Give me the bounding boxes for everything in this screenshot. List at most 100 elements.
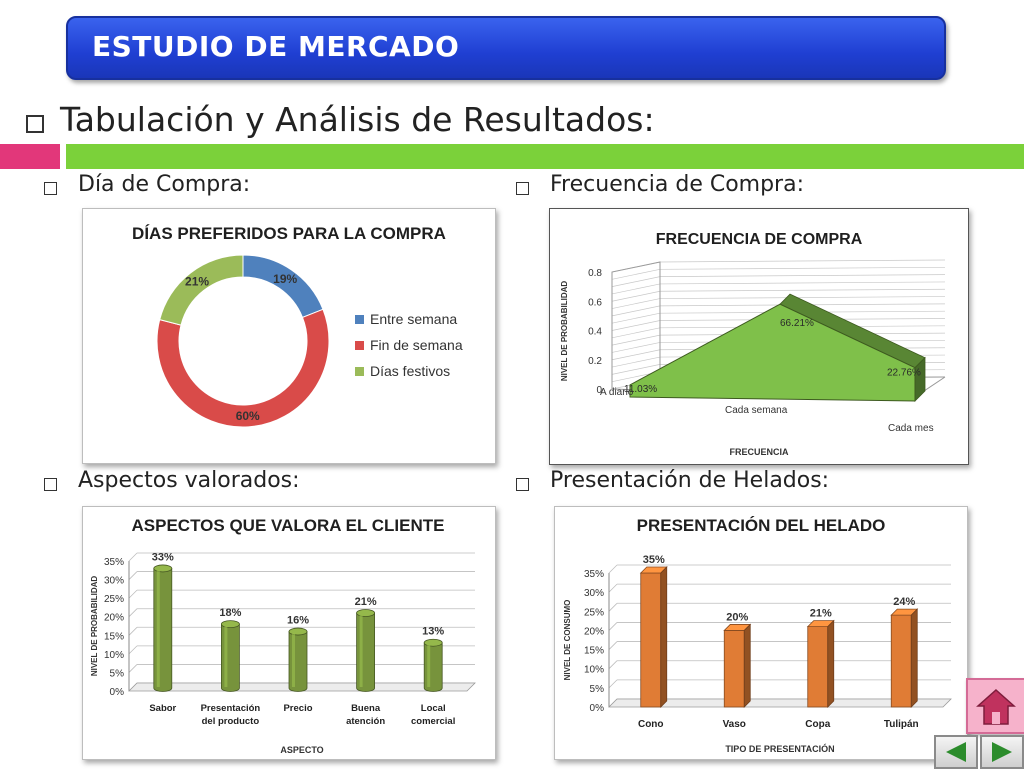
tick-label: 0 [596, 385, 602, 396]
data-label: 11.03% [624, 384, 657, 395]
category-label: Buena [351, 703, 381, 714]
tick-label: 0.8 [588, 268, 602, 279]
tick-label: 0% [590, 703, 605, 714]
grid-line [659, 281, 946, 285]
bar-cylinder-top [153, 564, 173, 573]
bar-highlight [156, 570, 160, 687]
grid-line [128, 664, 138, 673]
bar-highlight [427, 644, 431, 687]
grid-line [611, 334, 661, 346]
grid-line [128, 552, 138, 562]
tick-label: 25% [104, 594, 124, 605]
x-axis-label: FRECUENCIA [729, 447, 789, 457]
section-heading-presentacion: Presentación de Helados: [550, 468, 830, 493]
grid-line [611, 312, 661, 324]
category-label: Tulipán [884, 719, 919, 730]
grid-line [611, 283, 661, 295]
chart-title: DÍAS PREFERIDOS PARA LA COMPRA [132, 224, 446, 243]
bar [807, 626, 829, 708]
category-label: Cono [638, 719, 664, 730]
data-label: 22.76% [887, 368, 921, 379]
bullet-icon [516, 182, 529, 195]
bar-cylinder-top [220, 620, 240, 629]
grid-line [611, 276, 661, 287]
grid-line [611, 268, 661, 280]
triangle-left-icon [946, 742, 966, 762]
category-label: Cada semana [725, 405, 788, 416]
grid-line [659, 288, 946, 292]
grid-line [608, 660, 618, 669]
bar-highlight [224, 626, 228, 687]
chart-dias-preferidos: DÍAS PREFERIDOS PARA LA COMPRA 19% 60% 21% E… [82, 208, 496, 464]
doughnut-chart: DÍAS PREFERIDOS PARA LA COMPRA 19% 60% 21% E… [132, 224, 463, 428]
tick-label: 20% [104, 613, 124, 624]
data-label: 13% [422, 626, 444, 638]
accent-bar-green [66, 144, 1024, 169]
doughnut-slice [156, 308, 330, 428]
bar [640, 572, 662, 708]
bar-chart-aspectos: ASPECTOS QUE VALORA EL CLIENTE 0% 5% 10% 15%… [90, 516, 476, 755]
tick-label: 0.6 [588, 297, 602, 308]
data-label: 21% [185, 275, 209, 289]
data-label: 19% [273, 272, 297, 286]
category-label: comercial [411, 716, 455, 727]
bullet-icon [44, 478, 57, 491]
previous-slide-button[interactable] [934, 735, 978, 769]
grid-line [608, 679, 618, 689]
home-button[interactable] [966, 678, 1024, 734]
grid-line [611, 305, 661, 317]
tick-label: 10% [584, 665, 604, 676]
bar-cylinder-top [288, 627, 308, 636]
bar [723, 630, 745, 708]
grid-line [611, 298, 661, 309]
grid-line [659, 274, 946, 277]
chart-aspectos: ASPECTOS QUE VALORA EL CLIENTE 0% 5% 10% 15%… [82, 506, 496, 760]
grid-line [128, 571, 138, 580]
bar [890, 614, 912, 708]
data-label: 18% [219, 607, 241, 619]
grid-line [128, 608, 138, 617]
category-label: A diario [600, 387, 634, 398]
data-label: 16% [287, 615, 309, 627]
grid-line [611, 364, 661, 375]
bar-chart-presentacion: PRESENTACIÓN DEL HELADO 0% 5% 10% 15% 20% 25% 3… [563, 516, 952, 754]
page-title: Tabulación y Análisis de Resultados: [60, 100, 655, 139]
grid-line [608, 641, 618, 650]
grid-line [611, 356, 661, 368]
tick-label: 35% [104, 557, 124, 568]
category-label: Copa [805, 719, 830, 730]
legend-label: Fin de semana [370, 337, 463, 353]
area-chart: FRECUENCIA DE COMPRA 0 0.2 0.4 0.6 0.8 11.03% 6… [560, 231, 946, 457]
title-banner: ESTUDIO DE MERCADO [66, 16, 946, 80]
tick-label: 5% [590, 684, 605, 695]
grid-line [611, 327, 661, 339]
section-heading-aspectos: Aspectos valorados: [78, 468, 300, 493]
category-label: Sabor [149, 703, 176, 714]
data-label: 21% [355, 596, 377, 608]
grid-line [611, 349, 661, 361]
data-label: 33% [152, 551, 174, 563]
tick-label: 35% [584, 569, 604, 580]
tick-label: 15% [584, 646, 604, 657]
bar-highlight [359, 615, 363, 687]
data-label: 24% [893, 596, 915, 608]
triangle-right-icon [992, 742, 1012, 762]
category-label: Presentación [201, 703, 261, 714]
doughnut-slice [159, 254, 244, 326]
tick-label: 20% [584, 626, 604, 637]
chart-presentacion: PRESENTACIÓN DEL HELADO 0% 5% 10% 15% 20% 25% 3… [554, 506, 968, 760]
bar-side [827, 619, 835, 708]
category-label: del producto [202, 716, 260, 727]
bar-side [743, 623, 751, 708]
tick-label: 10% [104, 650, 124, 661]
data-label: 35% [643, 554, 665, 566]
y-axis-label: NIVEL DE PROBABILIDAD [90, 576, 99, 677]
next-slide-button[interactable] [980, 735, 1024, 769]
chart-title: PRESENTACIÓN DEL HELADO [637, 516, 886, 535]
tick-label: 15% [104, 631, 124, 642]
legend-swatch [355, 341, 364, 350]
tick-label: 30% [104, 576, 124, 587]
area-front-face [629, 303, 916, 402]
category-label: Local [421, 703, 446, 714]
data-label: 66.21% [780, 318, 814, 329]
